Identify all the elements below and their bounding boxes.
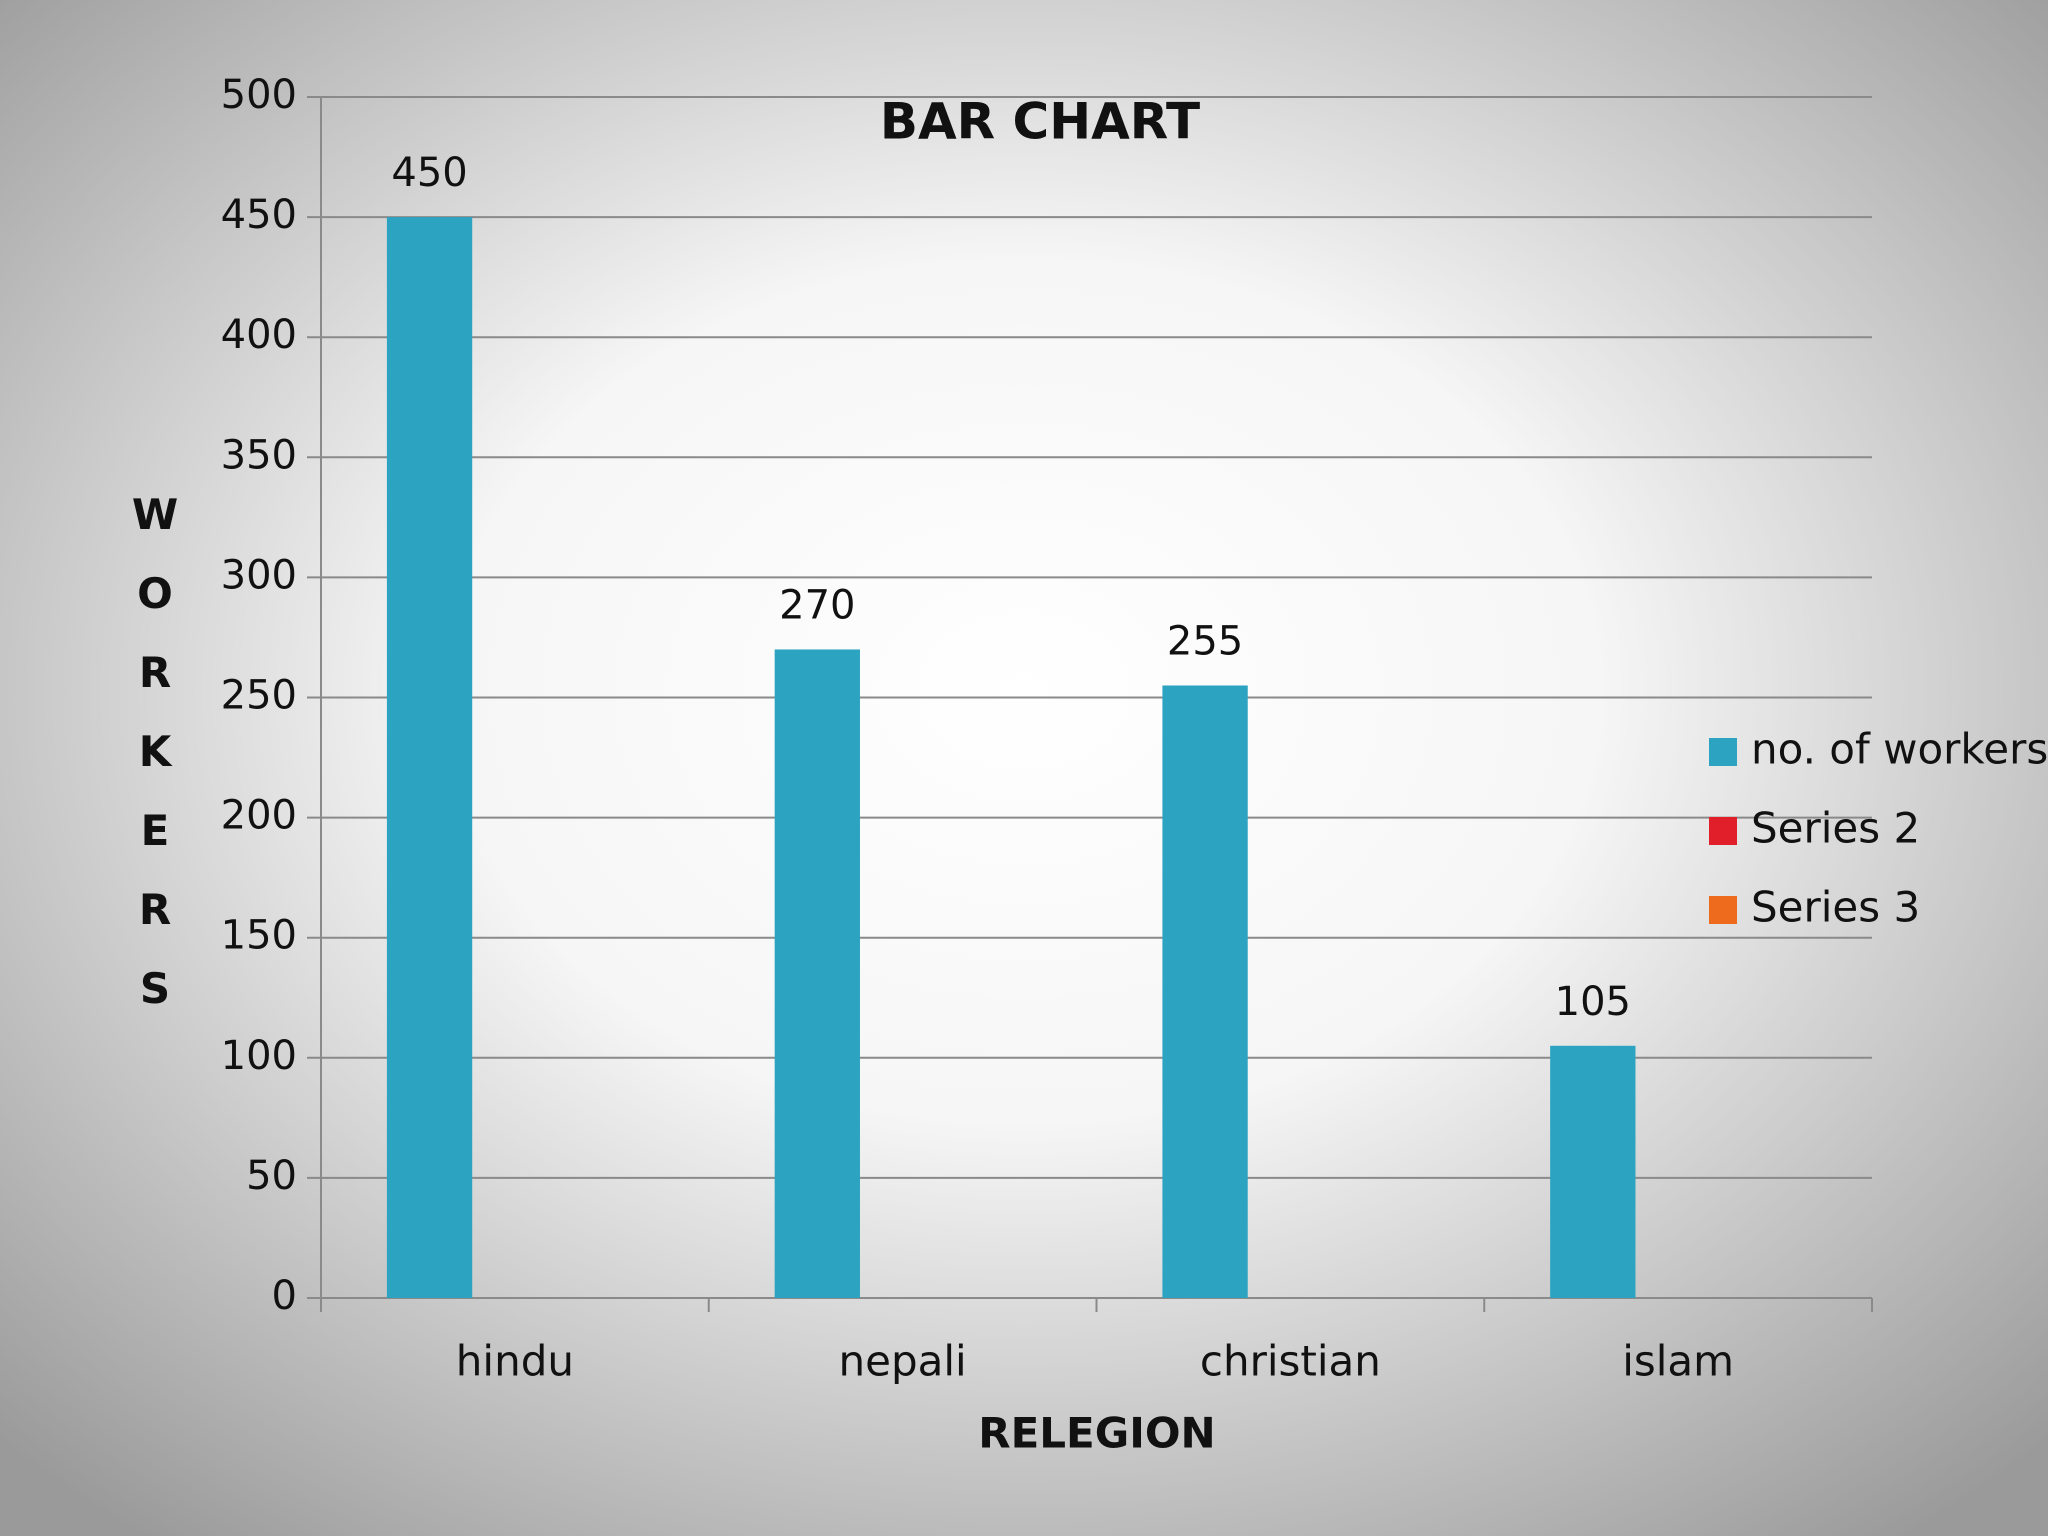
x-tick-label: islam [1622,1337,1734,1386]
bar [774,649,860,1298]
data-label: 255 [1167,618,1243,664]
y-axis-title: WORKERS [131,490,180,1043]
bar [386,217,473,1299]
legend-label: Series 3 [1751,883,1920,932]
y-tick-label: 300 [221,552,297,598]
chart-title: BAR CHART [880,93,1200,151]
legend-swatch [1709,896,1737,924]
data-label: 450 [391,150,467,196]
data-label: 270 [779,582,855,628]
y-tick-label: 250 [221,673,297,719]
y-tick-label: 200 [221,793,297,839]
y-tick-label: 0 [272,1273,297,1319]
y-tick-label: 350 [221,432,297,478]
bar [1162,685,1248,1298]
legend-label: no. of workers [1751,725,2048,774]
x-tick-label: christian [1200,1337,1381,1386]
x-tick-label: hindu [456,1337,574,1386]
y-tick-label: 50 [246,1153,297,1199]
legend-swatch [1709,738,1737,766]
x-axis-title: RELEGION [978,1409,1215,1458]
y-tick-label: 400 [221,312,297,358]
y-tick-label: 500 [221,72,297,118]
y-tick-label: 450 [221,192,297,238]
y-tick-label: 150 [221,913,297,959]
bar [1550,1045,1636,1298]
data-label: 105 [1555,979,1631,1025]
legend-swatch [1709,817,1737,845]
legend-label: Series 2 [1751,804,1920,853]
x-tick-label: nepali [839,1337,967,1386]
y-tick-label: 100 [221,1033,297,1079]
